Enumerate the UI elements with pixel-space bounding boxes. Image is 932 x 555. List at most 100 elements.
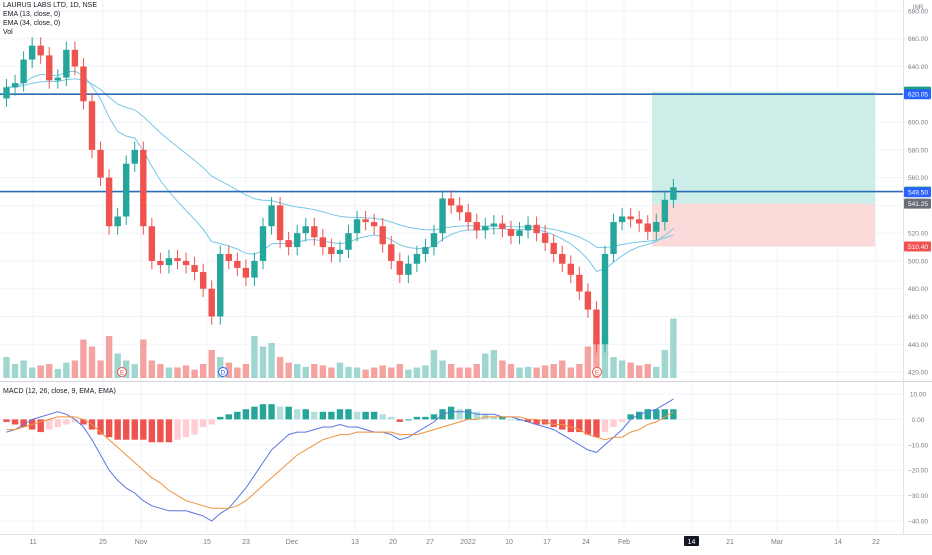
candle-body: [157, 260, 164, 266]
macd-histogram-bar: [601, 419, 609, 433]
ema13-legend: EMA (13, close, 0): [3, 11, 61, 18]
price-axis-label: 600.00: [908, 120, 928, 127]
candle-body: [353, 219, 361, 234]
volume-bar: [610, 357, 617, 378]
volume-bar: [345, 366, 352, 378]
time-axis-label: 10: [505, 539, 513, 546]
volume-bar: [533, 367, 540, 378]
candle-body: [217, 254, 224, 317]
vol-legend: Vol: [3, 29, 13, 36]
volume-bar: [174, 367, 181, 378]
time-axis-label: Feb: [618, 539, 630, 546]
price-axis-label: 460.00: [908, 314, 928, 321]
event-marker-circle: [592, 367, 602, 377]
volume-bar: [46, 364, 53, 378]
time-cursor-label: 14: [688, 539, 696, 546]
volume-bar: [242, 364, 250, 378]
time-axis-label: 17: [543, 539, 551, 546]
time-axis-label: 27: [426, 539, 434, 546]
grid: [0, 0, 932, 535]
candle-body: [362, 219, 369, 223]
time-axis-label: Nov: [135, 539, 148, 546]
candle-body: [131, 149, 138, 164]
time-axis-label: 11: [29, 539, 36, 546]
macd-axis-label: −30.00: [908, 493, 928, 500]
macd-histogram-bar: [584, 419, 592, 435]
price-axis-label: 520.00: [908, 231, 928, 238]
ema34-line: [6, 78, 674, 249]
candle-body: [328, 247, 335, 254]
macd-histogram-bar: [131, 419, 138, 440]
macd-histogram-bar: [105, 419, 113, 438]
macd-histogram-bar: [140, 419, 147, 440]
macd-histogram-bar: [653, 409, 660, 420]
macd-histogram-bar: [114, 419, 121, 440]
candle-body: [593, 309, 600, 345]
volume-bars: [3, 318, 677, 378]
event-marker: E: [117, 367, 127, 377]
macd-histogram-bar: [379, 414, 386, 420]
macd-histogram-bar: [165, 419, 173, 443]
candle-body: [516, 230, 523, 236]
macd-histogram-bar: [370, 411, 378, 420]
macd-histogram-bar: [97, 419, 104, 435]
macd-histogram-bar: [242, 409, 250, 420]
target-zone: [652, 91, 875, 204]
candle-body: [644, 223, 651, 232]
candle-body: [541, 233, 549, 243]
price-axis-label: 640.00: [908, 64, 928, 71]
candle-body: [208, 288, 215, 317]
candle-body: [311, 226, 318, 238]
candle-body: [97, 149, 104, 178]
candle-body: [653, 222, 660, 232]
macd-axis-label: 0.00: [912, 417, 925, 424]
macd-histogram-bar: [328, 411, 335, 420]
volume-bar: [593, 339, 600, 378]
volume-bar: [80, 339, 87, 378]
volume-bar: [191, 369, 198, 378]
volume-bar: [302, 366, 309, 378]
volume-bar: [28, 367, 36, 378]
volume-bar: [396, 364, 403, 378]
candle-body: [379, 226, 386, 245]
macd-legend: MACD (12, 26, close, 9, EMA, EMA): [3, 388, 116, 395]
macd-histogram-bar: [268, 404, 275, 420]
time-axis-label: 13: [351, 539, 359, 546]
macd-histogram-bar: [524, 419, 532, 422]
volume-bar: [576, 364, 583, 378]
volume-bar: [413, 367, 421, 378]
macd-histogram-bar: [294, 409, 301, 420]
macd-histogram-bar: [302, 409, 309, 420]
macd-histogram-bar: [20, 419, 27, 428]
candle-body: [405, 263, 412, 275]
macd-histogram-bar: [473, 411, 480, 420]
macd-axis-label: −10.00: [908, 442, 928, 449]
macd-histogram-bar: [670, 409, 677, 420]
candle-body: [242, 267, 250, 278]
time-axis-label: 14: [834, 539, 842, 546]
candle-body: [191, 265, 198, 273]
volume-bar: [97, 360, 104, 378]
macd-histogram-bar: [644, 409, 651, 420]
macd-histogram-bar: [636, 411, 643, 420]
volume-bar: [541, 365, 549, 378]
candle-body: [182, 260, 190, 266]
macd-histogram-bar: [345, 409, 352, 420]
macd-histogram-bar: [71, 419, 79, 422]
macd-histogram-bar: [456, 409, 463, 420]
macd-histogram-bar: [413, 416, 421, 420]
macd-histogram-bar: [182, 419, 190, 438]
macd-histogram-bar: [191, 419, 198, 435]
candle-body: [319, 237, 327, 248]
candle-body: [567, 263, 574, 275]
macd-histogram-bar: [593, 419, 600, 438]
candle-body: [670, 187, 677, 200]
event-marker: D: [218, 367, 228, 377]
macd-histogram-bar: [396, 419, 403, 422]
candle-body: [396, 260, 403, 275]
volume-bar: [328, 367, 335, 378]
macd-histogram-bar: [11, 419, 19, 425]
macd-histogram-bar: [3, 419, 10, 422]
